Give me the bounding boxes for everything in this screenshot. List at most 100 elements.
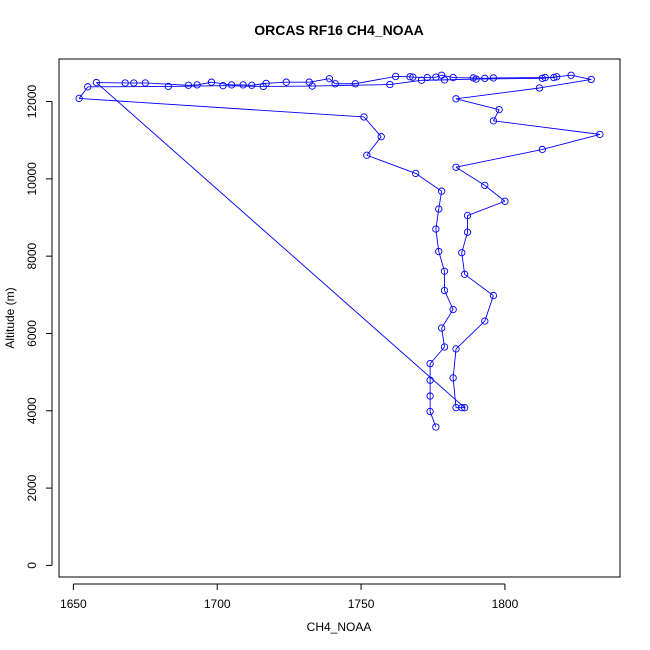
data-point (193, 81, 201, 89)
data-point (325, 75, 334, 83)
x-tick-label: 1750 (348, 597, 375, 611)
data-point (121, 79, 129, 87)
series-segment (78, 86, 89, 99)
data-point (248, 81, 256, 89)
data-point (239, 81, 247, 89)
data-point (423, 73, 431, 82)
data-point (432, 225, 440, 233)
series-segment (429, 411, 437, 428)
data-point (391, 72, 400, 81)
x-tick-label: 1800 (492, 597, 519, 611)
data-point (437, 71, 446, 79)
data-point (553, 73, 561, 81)
series-segment (435, 229, 440, 252)
y-tick-label: 10000 (25, 162, 39, 196)
data-point (412, 169, 420, 178)
data-point (501, 197, 509, 205)
series-segment (542, 133, 600, 150)
data-point (550, 73, 558, 82)
series-segment (464, 273, 494, 296)
chart-title: ORCAS RF16 CH4_NOAA (254, 22, 424, 38)
data-point (426, 392, 434, 400)
series-segment (389, 79, 422, 85)
series-segment (329, 78, 336, 85)
series-segment (452, 348, 457, 378)
data-point (440, 343, 449, 351)
y-tick-label: 0 (25, 562, 39, 569)
data-point (538, 145, 546, 154)
data-point (417, 76, 426, 84)
data-point (219, 82, 227, 90)
series-layer (75, 71, 604, 431)
series-segment (455, 98, 500, 111)
series-segment (452, 377, 457, 408)
data-point (449, 73, 457, 82)
data-point (426, 376, 434, 384)
y-tick-label: 12000 (25, 85, 39, 119)
data-point (469, 74, 477, 82)
series-segment (145, 82, 189, 86)
data-point (460, 270, 469, 278)
series-segment (455, 320, 486, 350)
data-point (360, 113, 368, 121)
x-tick-label: 1700 (204, 597, 231, 611)
data-point (495, 105, 503, 114)
series-segment (197, 81, 212, 86)
data-point (84, 83, 92, 91)
series-segment (455, 149, 543, 168)
data-point (435, 247, 443, 256)
data-point (538, 74, 546, 82)
data-point (489, 74, 498, 82)
data-point (184, 81, 193, 89)
series-segment (455, 87, 540, 100)
series-segment (363, 116, 382, 137)
data-point (481, 181, 489, 190)
x-axis: 1650 1700 1750 1800 (60, 583, 519, 611)
x-tick-label: 1650 (60, 597, 87, 611)
series-segment (79, 97, 364, 118)
data-point (305, 78, 313, 86)
data-point (440, 267, 449, 275)
data-point (437, 187, 446, 195)
y-tick-label: 8000 (25, 242, 39, 269)
data-point (481, 74, 489, 82)
data-point (386, 80, 394, 89)
series-segment (429, 346, 445, 364)
y-tick-label: 6000 (25, 320, 39, 347)
series-segment (493, 120, 600, 135)
data-point (164, 82, 172, 91)
data-point (489, 117, 498, 125)
x-axis-label: CH4_NOAA (307, 620, 372, 634)
data-point (452, 345, 460, 353)
data-point (449, 305, 457, 314)
series-segment (476, 77, 543, 80)
series-segment (168, 85, 223, 87)
data-point (463, 228, 472, 236)
y-axis-label: Altitude (m) (3, 287, 17, 348)
data-point (282, 78, 290, 86)
data-point (331, 80, 339, 88)
data-point (481, 317, 489, 325)
series-segment (493, 109, 500, 122)
data-point (458, 249, 466, 257)
data-point (463, 211, 472, 220)
data-point (406, 73, 414, 81)
series-segment (455, 166, 486, 186)
data-point (351, 80, 359, 88)
data-point (75, 94, 83, 103)
y-tick-label: 2000 (25, 474, 39, 501)
series-segment (312, 84, 390, 87)
series-segment (222, 85, 264, 87)
data-point (440, 286, 449, 295)
data-point (541, 73, 549, 82)
series-segment (553, 76, 557, 78)
y-axis: 0 2000 4000 6000 8000 10000 12000 (25, 85, 53, 569)
data-point (460, 404, 469, 412)
data-point (262, 79, 270, 88)
series-segment (441, 74, 454, 78)
data-point (452, 95, 460, 103)
data-point (141, 79, 149, 87)
data-point (432, 423, 440, 431)
